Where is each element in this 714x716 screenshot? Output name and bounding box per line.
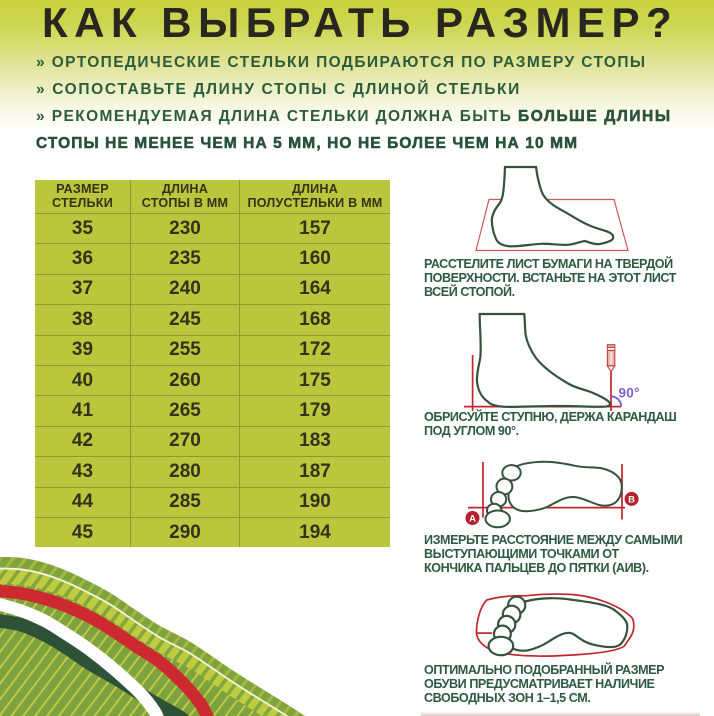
svg-text:90°: 90° xyxy=(619,386,640,401)
svg-text:A: A xyxy=(469,514,476,525)
svg-text:B: B xyxy=(628,495,635,506)
